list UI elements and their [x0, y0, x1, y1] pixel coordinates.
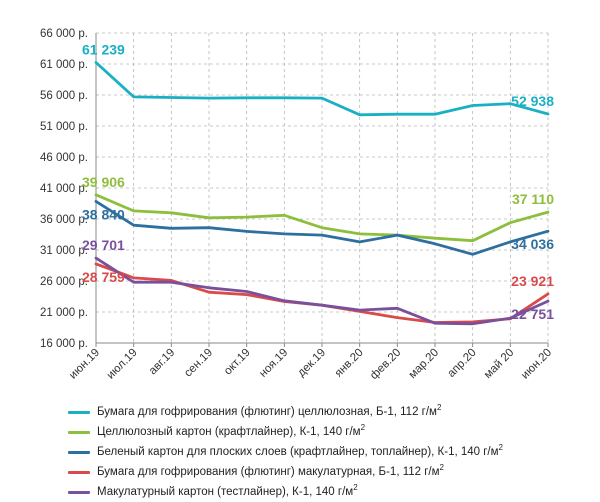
- legend-swatch: [68, 431, 90, 434]
- legend-label: Бумага для гофрирования (флютинг) макула…: [97, 463, 444, 478]
- legend-label: Макулатурный картон (тестлайнер), К-1, 1…: [97, 483, 358, 498]
- legend-label: Бумага для гофрирования (флютинг) целлюл…: [97, 403, 442, 418]
- line-chart: 16 000 р. 21 000 р. 26 000 р. 31 000 р. 36 0…: [40, 28, 554, 382]
- data-label: 22 751: [511, 306, 554, 322]
- x-tick-label: апр.20: [446, 347, 479, 380]
- legend: Бумага для гофрирования (флютинг) целлюл…: [68, 402, 588, 502]
- x-tick-label: сен.19: [182, 347, 215, 380]
- x-tick-label: мар.20: [407, 347, 441, 381]
- x-tick-label: дек.19: [296, 347, 329, 380]
- x-tick-label: янв.20: [333, 347, 366, 380]
- data-label: 38 840: [82, 206, 125, 222]
- x-tick-label: июн.19: [67, 347, 102, 382]
- data-label: 28 759: [82, 269, 125, 285]
- data-label: 37 110: [512, 191, 554, 207]
- x-tick-label: фев.20: [368, 347, 403, 382]
- legend-label: Беленый картон для плоских слоев (крафтл…: [97, 443, 503, 458]
- x-tick-label: авг.19: [147, 347, 178, 378]
- y-tick-label: 36 000 р.: [40, 214, 88, 226]
- y-tick-label: 41 000 р.: [40, 183, 88, 195]
- legend-swatch: [68, 451, 90, 454]
- x-tick-label: июл.19: [105, 347, 140, 382]
- x-tick-label: июн.20: [519, 347, 554, 382]
- series-line-1: [94, 61, 550, 117]
- x-tick-label: окт.19: [222, 347, 253, 378]
- series-line-2: [94, 193, 550, 243]
- y-tick-label: 26 000 р.: [40, 276, 88, 288]
- legend-swatch: [68, 471, 90, 474]
- legend-item-2: Целлюлозный картон (крафтлайнер), К-1, 1…: [68, 422, 588, 442]
- legend-swatch: [68, 411, 90, 414]
- data-label: 61 239: [82, 42, 125, 58]
- legend-item-1: Бумага для гофрирования (флютинг) целлюл…: [68, 402, 588, 422]
- data-label: 34 036: [511, 236, 554, 252]
- y-tick-label: 21 000 р.: [40, 307, 88, 319]
- data-label: 23 921: [511, 273, 554, 289]
- y-tick-label: 61 000 р.: [40, 59, 88, 71]
- x-tick-label: май 20: [482, 347, 516, 381]
- y-tick-label: 66 000 р.: [40, 28, 88, 40]
- y-tick-label: 16 000 р.: [40, 338, 88, 350]
- series-line-3: [94, 199, 550, 256]
- data-labels: 61 239 52 938 39 906 37 110 38 840 34 036 28 7…: [82, 42, 554, 323]
- legend-item-3: Беленый картон для плоских слоев (крафтл…: [68, 442, 588, 462]
- y-tick-label: 31 000 р.: [40, 245, 88, 257]
- series-lines: [94, 61, 550, 326]
- y-tick-label: 51 000 р.: [40, 121, 88, 133]
- grid: [96, 32, 549, 343]
- y-tick-label: 56 000 р.: [40, 90, 88, 102]
- legend-item-5: Макулатурный картон (тестлайнер), К-1, 1…: [68, 482, 588, 502]
- legend-label: Целлюлозный картон (крафтлайнер), К-1, 1…: [97, 423, 366, 438]
- data-label: 39 906: [82, 174, 125, 190]
- legend-swatch: [68, 491, 90, 494]
- series-line-5: [94, 256, 550, 326]
- data-label: 52 938: [511, 93, 554, 109]
- data-label: 29 701: [82, 237, 125, 253]
- legend-item-4: Бумага для гофрирования (флютинг) макула…: [68, 462, 588, 482]
- y-tick-label: 46 000 р.: [40, 152, 88, 164]
- x-tick-label: ноя.19: [257, 347, 290, 380]
